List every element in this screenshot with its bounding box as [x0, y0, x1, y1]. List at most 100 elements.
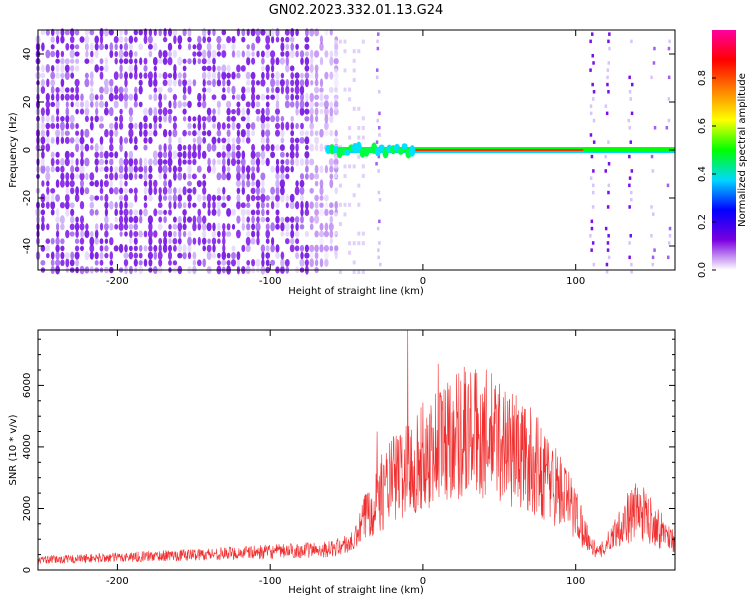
heatmap-cell: [653, 126, 657, 130]
heatmap-cell: [202, 173, 206, 180]
heatmap-cell: [236, 94, 241, 101]
heatmap-cell: [40, 107, 45, 116]
heatmap-cell: [241, 150, 246, 160]
heatmap-cell: [60, 238, 65, 245]
heatmap-cell: [143, 137, 148, 144]
heatmap-cell: [133, 223, 138, 230]
heatmap-cell: [148, 78, 153, 88]
heatmap-cell: [168, 50, 172, 58]
heatmap-cell: [280, 151, 285, 158]
heatmap-cell: [163, 216, 167, 224]
heatmap-cell: [319, 230, 324, 238]
heatmap-cell: [285, 79, 289, 87]
heatmap-cell: [187, 165, 192, 174]
heatmap-cell: [260, 172, 266, 181]
heatmap-cell: [226, 194, 231, 202]
heatmap-cell: [84, 187, 90, 195]
heatmap-cell: [329, 202, 334, 209]
heatmap-cell: [118, 165, 124, 174]
heatmap-cell: [41, 157, 45, 167]
heatmap-cell: [319, 143, 324, 152]
heatmap-cell: [300, 72, 304, 79]
heatmap-cell: [305, 200, 309, 210]
heatmap-cell: [99, 179, 104, 189]
heatmap-cell: [158, 115, 162, 123]
heatmap-cell: [589, 68, 592, 72]
heatmap-cell: [60, 165, 65, 173]
heatmap-cell: [217, 208, 221, 217]
heatmap-cell: [319, 208, 324, 217]
heatmap-cell: [183, 215, 187, 224]
heatmap-cell: [329, 215, 334, 224]
heatmap-cell: [143, 258, 148, 267]
heatmap-cell: [163, 173, 168, 180]
heatmap-cell: [119, 64, 123, 73]
heatmap-cell: [241, 179, 245, 188]
heatmap-cell: [109, 237, 114, 246]
heatmap-cell: [70, 215, 75, 224]
heatmap-cell: [109, 251, 114, 260]
heatmap-cell: [377, 32, 380, 36]
heatmap-cell: [265, 252, 271, 259]
heatmap-cell: [45, 165, 50, 173]
heatmap-cell: [148, 107, 153, 116]
heatmap-cell: [261, 251, 265, 260]
heatmap-cell: [119, 231, 123, 237]
heatmap-cell: [361, 241, 365, 246]
heatmap-cell: [60, 58, 65, 65]
heatmap-cell: [172, 238, 178, 245]
heatmap-cell: [65, 186, 69, 195]
heatmap-cell: [231, 252, 236, 260]
heatmap-cell: [667, 75, 671, 80]
heatmap-cell: [305, 144, 309, 151]
heatmap-cell: [55, 194, 60, 202]
heatmap-cell: [314, 194, 319, 202]
heatmap-cell: [85, 223, 89, 231]
heatmap-cell: [250, 158, 256, 166]
heatmap-cell: [260, 79, 266, 87]
heatmap-cell: [138, 252, 143, 259]
heatmap-cell: [348, 135, 352, 140]
heatmap-cell: [192, 137, 197, 144]
heatmap-cell: [280, 51, 285, 57]
heatmap-cell: [222, 158, 226, 166]
heatmap-cell: [334, 174, 338, 178]
heatmap-cell: [255, 258, 261, 267]
heatmap-cell: [343, 68, 347, 73]
heatmap-cell: [177, 201, 182, 209]
heatmap-cell: [265, 216, 270, 223]
heatmap-cell: [329, 230, 334, 238]
heatmap-cell: [246, 202, 251, 209]
heatmap-cell: [221, 137, 227, 144]
heatmap-cell: [607, 183, 611, 188]
heatmap-cell: [129, 245, 133, 252]
heatmap-cell: [163, 180, 168, 188]
heatmap-cell: [348, 87, 352, 92]
heatmap-cell: [304, 116, 310, 122]
heatmap-cell: [352, 106, 356, 111]
heatmap-cell: [118, 49, 124, 59]
heatmap-cell: [352, 193, 356, 198]
heatmap-cell: [334, 201, 339, 210]
heatmap-cell: [124, 150, 128, 159]
heatmap-cell: [206, 193, 212, 203]
heatmap-cell: [592, 183, 595, 188]
heatmap-cell: [162, 107, 168, 117]
heatmap-cell: [606, 82, 609, 87]
heatmap-cell: [299, 130, 305, 136]
heatmap-cell: [79, 164, 85, 174]
heatmap-cell: [168, 129, 172, 137]
heatmap-cell: [119, 108, 123, 115]
heatmap-cell: [294, 186, 300, 196]
heatmap-cell: [280, 121, 285, 131]
heatmap-cell: [361, 116, 365, 121]
heatmap-cell: [109, 165, 113, 173]
heatmap-cell: [56, 115, 60, 123]
y-tick-label: 20: [22, 96, 33, 109]
heatmap-cell: [592, 61, 595, 65]
heatmap-cell: [119, 114, 124, 124]
heatmap-cell: [324, 201, 329, 209]
heatmap-cell: [153, 129, 158, 137]
